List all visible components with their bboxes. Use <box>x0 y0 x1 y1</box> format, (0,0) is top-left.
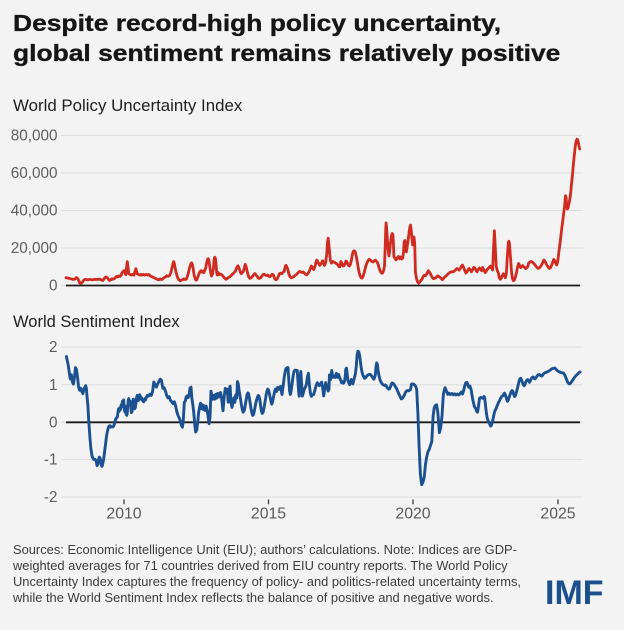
svg-text:-1: -1 <box>44 452 58 469</box>
svg-text:0: 0 <box>49 278 58 295</box>
svg-text:2025: 2025 <box>540 506 575 523</box>
svg-text:1: 1 <box>49 377 58 394</box>
svg-text:20,000: 20,000 <box>11 240 58 257</box>
svg-text:2: 2 <box>49 339 58 356</box>
svg-text:2010: 2010 <box>106 506 141 523</box>
svg-text:80,000: 80,000 <box>11 128 58 145</box>
svg-text:60,000: 60,000 <box>11 165 58 182</box>
svg-text:0: 0 <box>49 414 58 431</box>
svg-text:2015: 2015 <box>251 506 286 523</box>
svg-text:40,000: 40,000 <box>11 203 58 220</box>
svg-text:-2: -2 <box>44 489 58 506</box>
svg-text:2020: 2020 <box>395 506 430 523</box>
